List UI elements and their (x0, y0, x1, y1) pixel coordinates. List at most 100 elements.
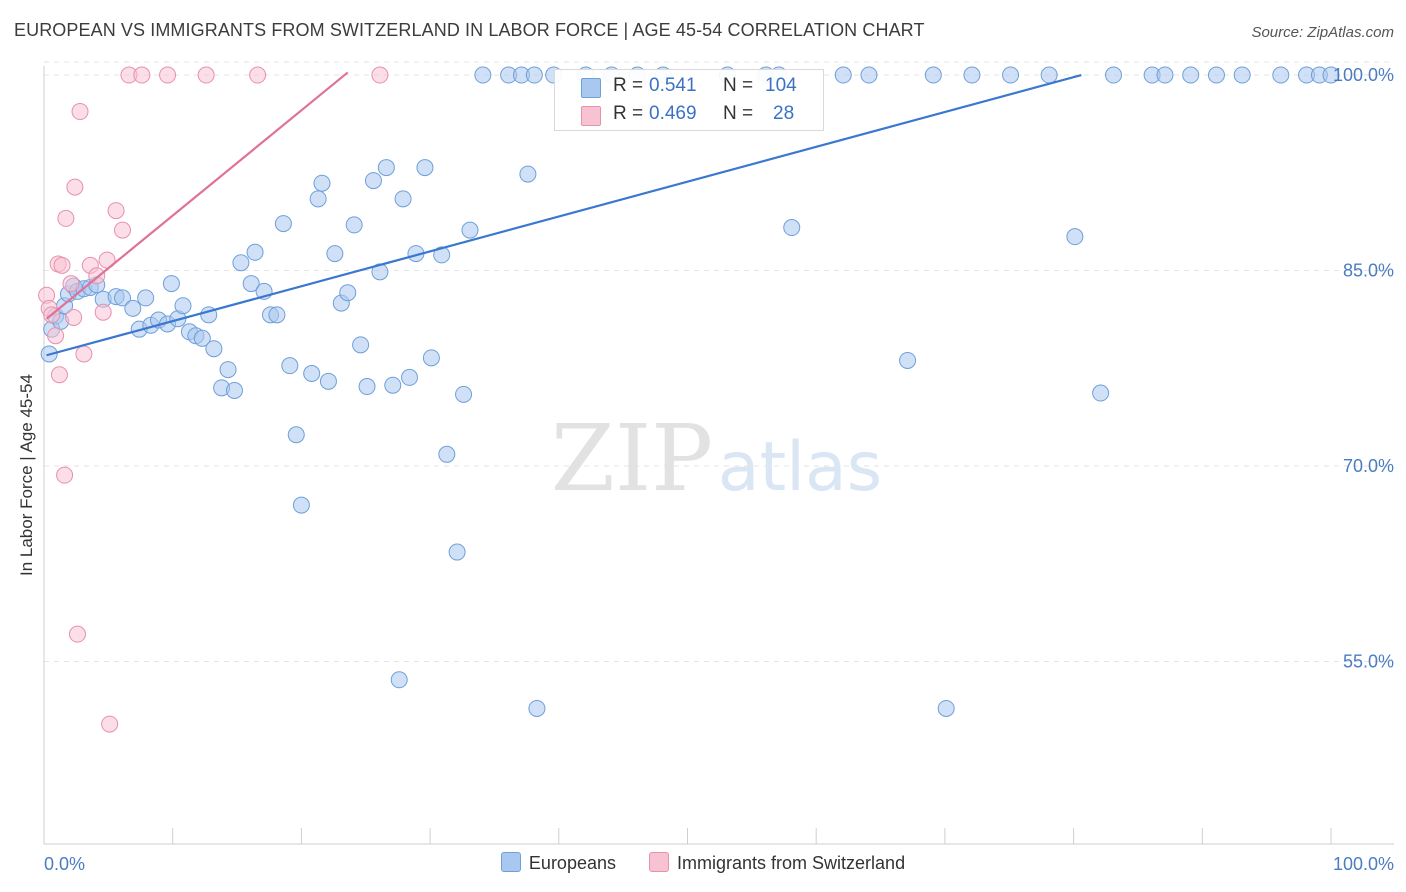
europeans-point (384, 376, 402, 394)
europeans-point (1207, 66, 1225, 84)
europeans-point (422, 349, 440, 367)
europeans-point (416, 159, 434, 177)
stats-swatch-pink (581, 106, 601, 126)
x-tick-label-min: 0.0% (44, 854, 85, 874)
swiss-point (50, 366, 68, 384)
legend-swatch-pink (649, 852, 670, 873)
europeans-point (394, 190, 412, 208)
europeans-point (519, 165, 537, 183)
europeans-point (474, 66, 492, 84)
europeans-point (461, 221, 479, 239)
y-axis-title: In Labor Force | Age 45-54 (17, 374, 36, 576)
europeans-point (963, 66, 981, 84)
europeans-point (1092, 384, 1110, 402)
europeans-point (401, 368, 419, 386)
swiss-point (371, 66, 389, 84)
europeans-point (1066, 228, 1084, 246)
europeans-point (309, 190, 327, 208)
swiss-point (68, 625, 86, 643)
legend-item-europeans[interactable]: Europeans (500, 852, 616, 874)
europeans-point (1040, 66, 1058, 84)
europeans-point (438, 445, 456, 463)
watermark-zip: ZIP (551, 405, 713, 512)
stats-r-label: R = (613, 103, 644, 124)
swiss-point (66, 178, 84, 196)
europeans-point (313, 174, 331, 192)
stats-box: R = 0.541 N = 104 R = 0.469 N = 28 (554, 69, 824, 131)
swiss-trend-line (45, 71, 349, 320)
europeans-point (219, 361, 237, 379)
europeans-point (924, 66, 942, 84)
europeans-point (292, 496, 310, 514)
trend-lines (45, 71, 1082, 357)
europeans-point (433, 246, 451, 264)
stats-row-europeans: R = 0.541 N = 104 (555, 73, 823, 101)
stats-r-label: R = (613, 75, 644, 96)
swiss-point (65, 308, 83, 326)
europeans-point (352, 336, 370, 354)
legend: Europeans Immigrants from Switzerland (0, 852, 1406, 874)
europeans-point (232, 254, 250, 272)
europeans-point (174, 297, 192, 315)
swiss-point (249, 66, 267, 84)
y-tick-labels: 55.0% 70.0% 85.0% 100.0% (1333, 65, 1394, 672)
europeans-point (390, 671, 408, 689)
europeans-point (358, 378, 376, 396)
europeans-point (205, 340, 223, 358)
stats-n-label: N = (723, 75, 754, 96)
europeans-point (1272, 66, 1290, 84)
stats-swatch-blue (581, 78, 601, 98)
europeans-point (860, 66, 878, 84)
europeans-point (319, 372, 337, 390)
legend-item-swiss[interactable]: Immigrants from Switzerland (649, 852, 905, 874)
stats-r-value: 0.469 (649, 103, 697, 124)
europeans-point (899, 351, 917, 369)
swiss-point (159, 66, 177, 84)
swiss-point (133, 66, 151, 84)
europeans-point (1156, 66, 1174, 84)
y-tick-label: 85.0% (1343, 261, 1394, 281)
europeans-point (448, 543, 466, 561)
europeans-point (937, 699, 955, 717)
europeans-point (268, 306, 286, 324)
europeans-point (525, 66, 543, 84)
watermark-atlas: atlas (718, 428, 882, 507)
swiss-point (107, 202, 125, 220)
stats-n-value: 28 (773, 103, 795, 124)
swiss-point (47, 327, 65, 345)
swiss-point (94, 303, 112, 321)
swiss-point (197, 66, 215, 84)
europeans-point (242, 275, 260, 293)
europeans-point (339, 284, 357, 302)
swiss-point (71, 103, 89, 121)
europeans-point (1322, 66, 1340, 84)
stats-n-label: N = (723, 103, 754, 124)
europeans-point (1002, 66, 1020, 84)
swiss-point (75, 345, 93, 363)
europeans-point (246, 243, 264, 261)
gridlines (44, 61, 1394, 663)
europeans-point (377, 159, 395, 177)
y-tick-label: 55.0% (1343, 652, 1394, 672)
europeans-point (281, 357, 299, 375)
legend-label-swiss: Immigrants from Switzerland (677, 853, 906, 874)
swiss-point (56, 466, 74, 484)
europeans-point (124, 299, 142, 317)
x-tick-label-max: 100.0% (1333, 854, 1394, 874)
y-tick-label: 70.0% (1343, 456, 1394, 476)
x-tick-labels: 0.0% 100.0% (44, 854, 1394, 874)
europeans-point (162, 275, 180, 293)
stats-n-value: 104 (765, 75, 797, 96)
europeans-point (274, 215, 292, 233)
europeans-point (303, 364, 321, 382)
europeans-point (455, 385, 473, 403)
europeans-point (528, 699, 546, 717)
swiss-point (101, 715, 119, 733)
europeans-point (1233, 66, 1251, 84)
swiss-point (62, 275, 80, 293)
europeans-point (225, 381, 243, 399)
swiss-point (57, 209, 75, 227)
legend-label-europeans: Europeans (528, 853, 616, 874)
axes (43, 66, 1394, 845)
